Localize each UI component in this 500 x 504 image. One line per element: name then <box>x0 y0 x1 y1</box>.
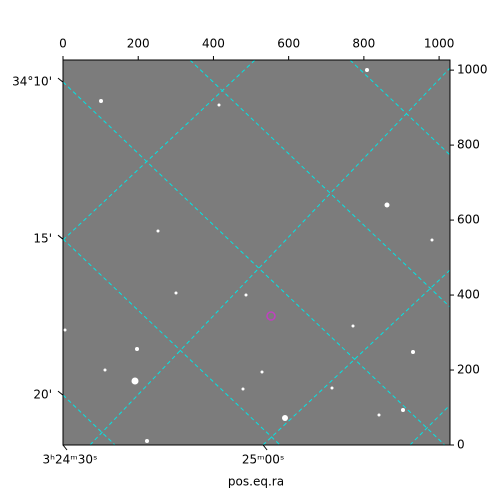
ra-tick <box>62 444 68 451</box>
frame <box>62 59 451 446</box>
ra-tick-label: 3ʰ24ᵐ30ˢ <box>43 453 98 467</box>
coordinate-grid <box>63 60 450 445</box>
y-tick-label: 1000 <box>457 63 488 77</box>
x-tick-label: 600 <box>277 37 300 51</box>
x-axis-label: pos.eq.ra <box>228 475 284 489</box>
x-tick-label: 1000 <box>424 37 455 51</box>
dec-tick <box>57 77 64 83</box>
y-tick-label: 0 <box>457 438 465 452</box>
x-tick-label: 800 <box>352 37 375 51</box>
image <box>63 60 450 445</box>
x-tick-label: 400 <box>202 37 225 51</box>
y-tick-label: 400 <box>457 288 480 302</box>
x-tick-label: 0 <box>59 37 67 51</box>
target-marker <box>266 311 276 321</box>
x-tick-label: 200 <box>127 37 150 51</box>
y-tick-label: 200 <box>457 363 480 377</box>
dec-tick-label: 34°10' <box>12 75 52 89</box>
dec-tick-label: 15' <box>33 232 52 246</box>
dec-tick <box>57 234 64 240</box>
dec-tick-label: 20' <box>33 388 52 402</box>
ra-tick <box>262 444 268 451</box>
y-tick-label: 600 <box>457 213 480 227</box>
dec-tick <box>57 390 64 396</box>
ra-tick-label: 25ᵐ00ˢ <box>242 453 285 467</box>
stars <box>63 68 434 443</box>
y-tick-label: 800 <box>457 138 480 152</box>
